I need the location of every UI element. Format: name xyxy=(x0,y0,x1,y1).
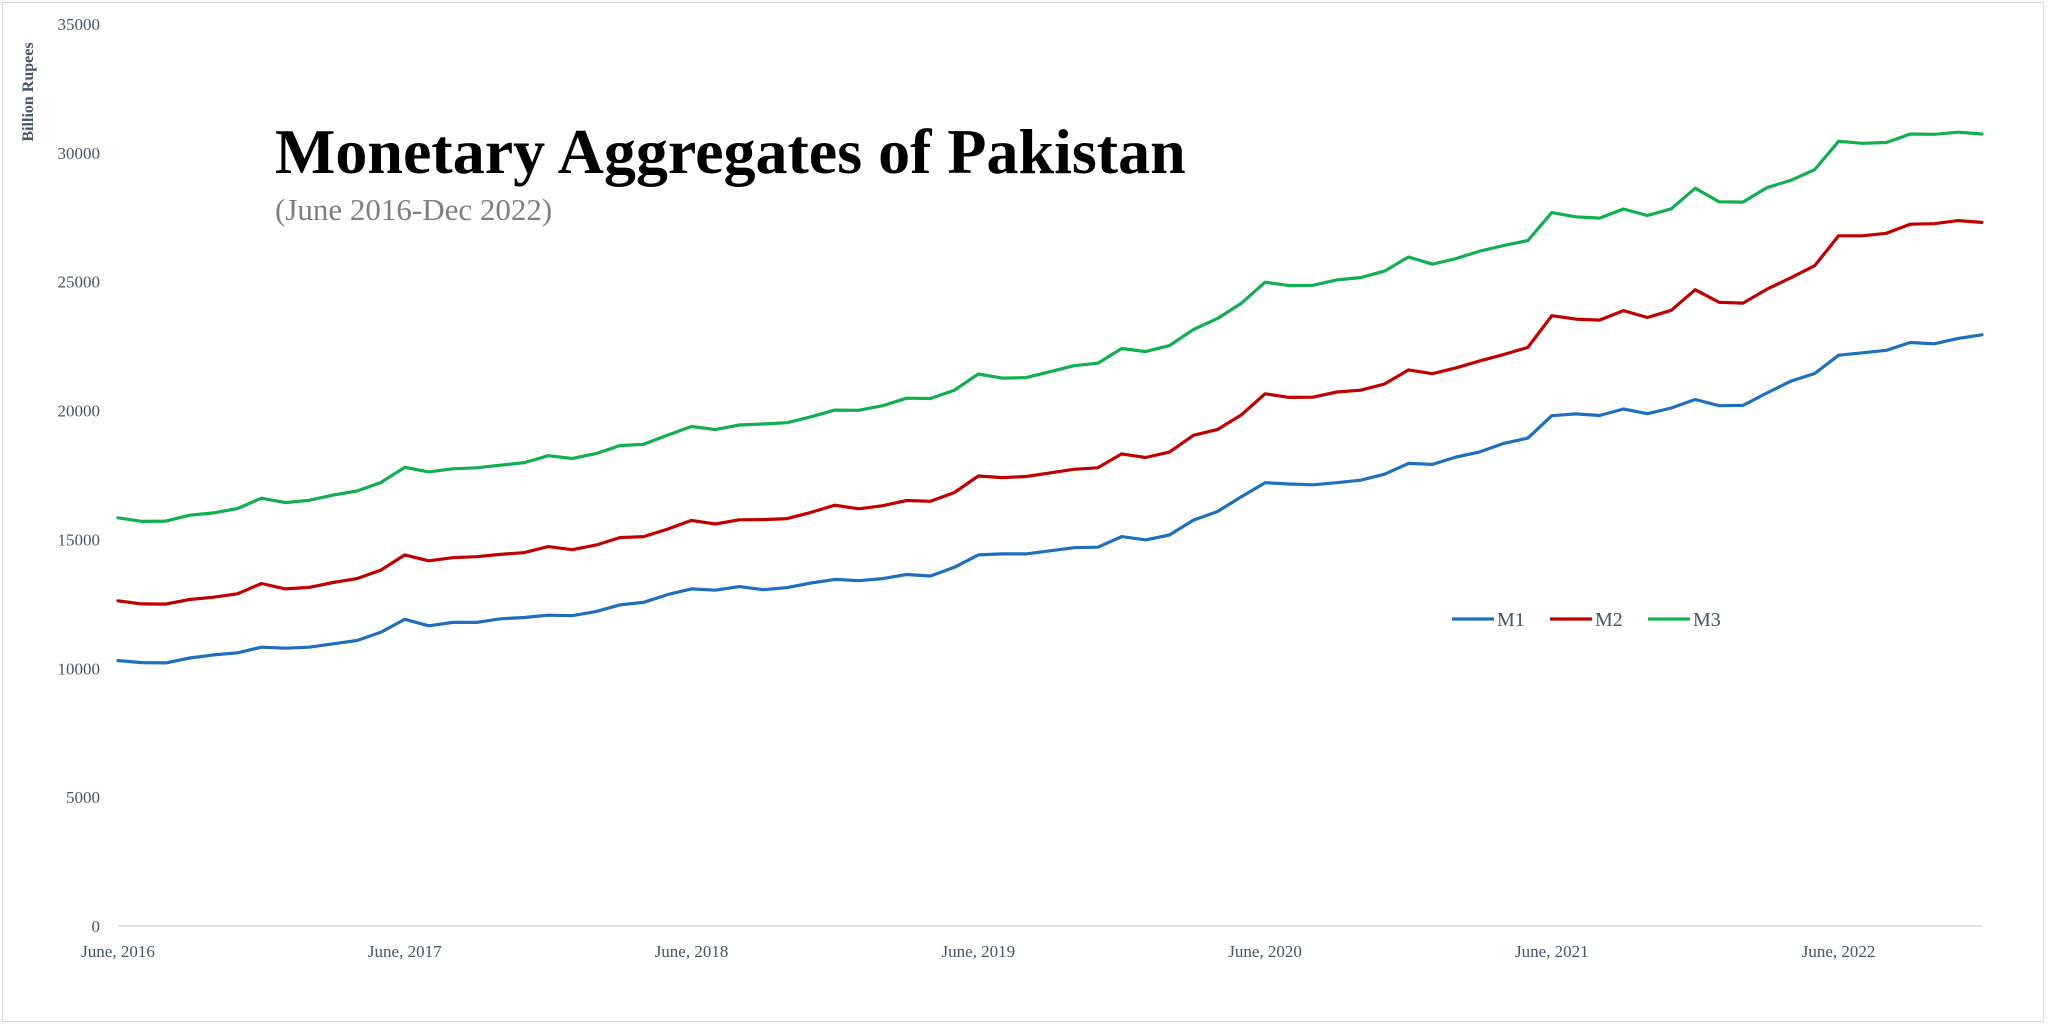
y-tick-label: 10000 xyxy=(58,659,101,678)
x-tick-label: June, 2018 xyxy=(655,942,729,961)
y-tick-label: 15000 xyxy=(58,530,101,549)
y-tick-label: 30000 xyxy=(58,144,101,163)
series-line-m2 xyxy=(116,219,1984,606)
x-tick-label: June, 2016 xyxy=(81,942,155,961)
y-tick-label: 25000 xyxy=(58,273,101,292)
x-tick-label: June, 2021 xyxy=(1515,942,1589,961)
chart-subtitle: (June 2016-Dec 2022) xyxy=(275,192,552,227)
chart-title: Monetary Aggregates of Pakistan xyxy=(275,116,1186,187)
x-tick-label: June, 2019 xyxy=(941,942,1015,961)
y-tick-label: 0 xyxy=(92,917,101,936)
x-tick-label: June, 2020 xyxy=(1228,942,1302,961)
x-axis-tick-labels: June, 2016 June, 2017 June, 2018 June, 2019… xyxy=(81,942,1875,961)
series-lines xyxy=(116,130,1984,665)
legend-label-m3: M3 xyxy=(1693,609,1721,631)
y-tick-label: 20000 xyxy=(58,402,101,421)
x-tick-label: June, 2022 xyxy=(1802,942,1876,961)
y-axis-label: Billion Rupees xyxy=(20,42,37,141)
legend: M1 M2 M3 xyxy=(1452,609,1721,631)
legend-label-m2: M2 xyxy=(1595,609,1623,631)
x-tick-label: June, 2017 xyxy=(368,942,442,961)
series-line-m1 xyxy=(116,333,1984,665)
legend-label-m1: M1 xyxy=(1497,609,1525,631)
y-axis-tick-labels: 0 5000 10000 15000 20000 25000 30000 35000 xyxy=(58,15,101,936)
series-line-m3 xyxy=(116,130,1984,524)
y-tick-label: 35000 xyxy=(58,15,101,34)
y-tick-label: 5000 xyxy=(66,788,100,807)
